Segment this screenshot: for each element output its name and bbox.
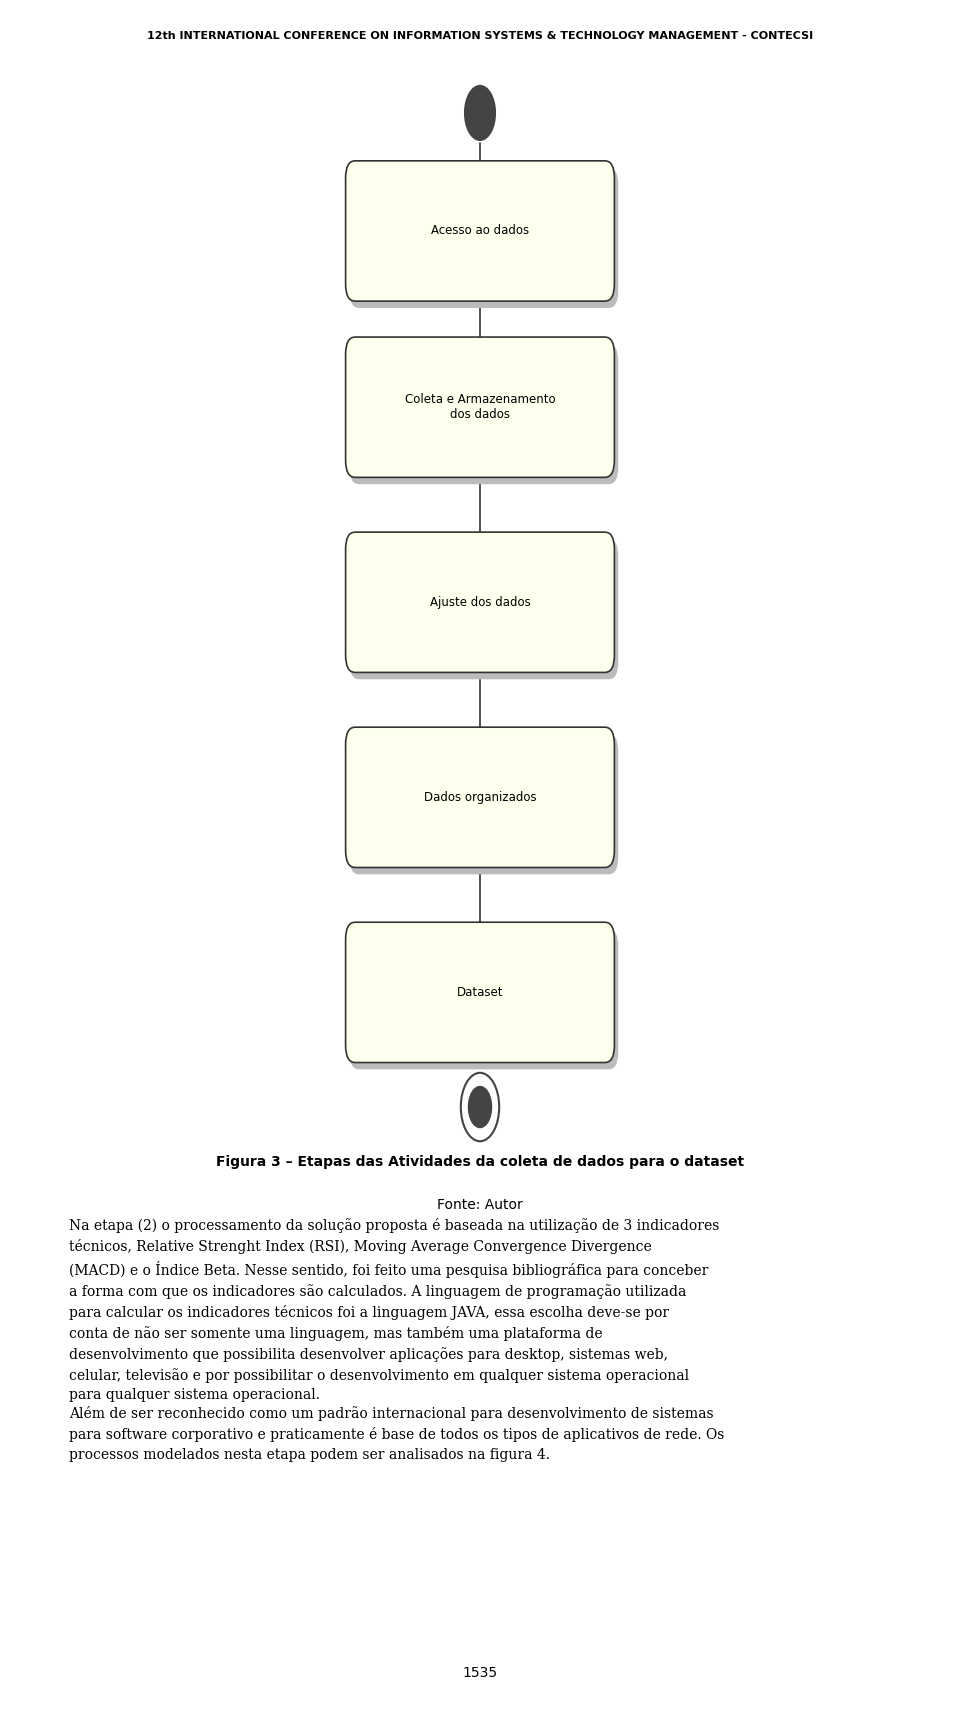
FancyBboxPatch shape xyxy=(346,161,614,301)
FancyBboxPatch shape xyxy=(349,929,618,1069)
FancyBboxPatch shape xyxy=(346,532,614,672)
Text: Figura 3 – Etapas das Atividades da coleta de dados para o dataset: Figura 3 – Etapas das Atividades da cole… xyxy=(216,1155,744,1169)
Text: Coleta e Armazenamento
dos dados: Coleta e Armazenamento dos dados xyxy=(405,394,555,421)
FancyBboxPatch shape xyxy=(346,727,614,867)
FancyBboxPatch shape xyxy=(349,344,618,484)
FancyBboxPatch shape xyxy=(349,168,618,308)
Text: Dataset: Dataset xyxy=(457,986,503,999)
FancyBboxPatch shape xyxy=(346,337,614,477)
FancyBboxPatch shape xyxy=(349,539,618,679)
Circle shape xyxy=(465,86,495,140)
Text: Além de ser reconhecido como um padrão internacional para desenvolvimento de sis: Além de ser reconhecido como um padrão i… xyxy=(69,1406,725,1461)
Circle shape xyxy=(468,1086,492,1128)
Circle shape xyxy=(461,1073,499,1141)
Text: Acesso ao dados: Acesso ao dados xyxy=(431,224,529,238)
Text: Na etapa (2) o processamento da solução proposta é baseada na utilização de 3 in: Na etapa (2) o processamento da solução … xyxy=(69,1218,719,1403)
Text: Fonte: Autor: Fonte: Autor xyxy=(437,1198,523,1211)
FancyBboxPatch shape xyxy=(349,734,618,874)
FancyBboxPatch shape xyxy=(346,922,614,1063)
Text: Ajuste dos dados: Ajuste dos dados xyxy=(430,595,530,609)
Text: Dados organizados: Dados organizados xyxy=(423,790,537,804)
Text: 12th INTERNATIONAL CONFERENCE ON INFORMATION SYSTEMS & TECHNOLOGY MANAGEMENT - C: 12th INTERNATIONAL CONFERENCE ON INFORMA… xyxy=(147,31,813,41)
Text: 1535: 1535 xyxy=(463,1667,497,1680)
